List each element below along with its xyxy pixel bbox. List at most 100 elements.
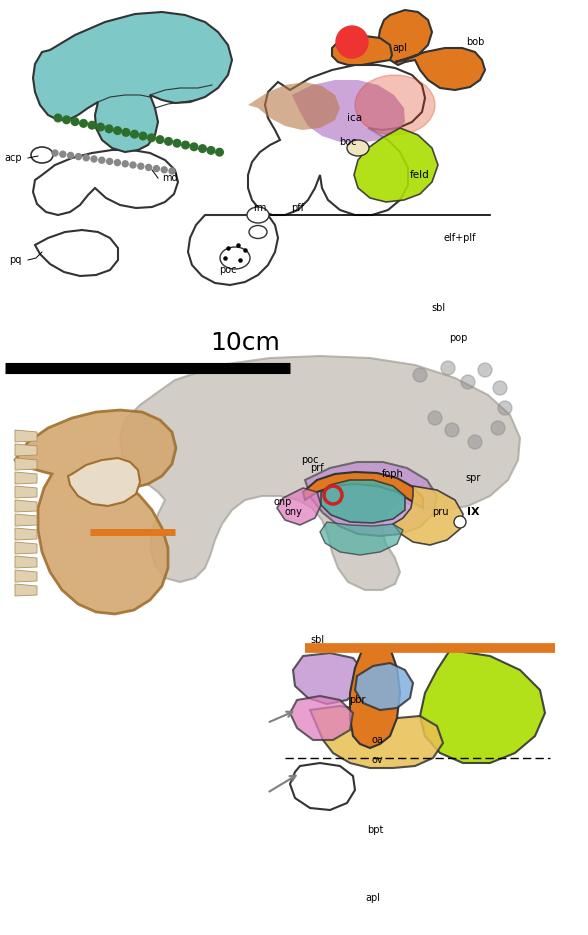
Polygon shape xyxy=(332,36,392,65)
Polygon shape xyxy=(15,528,37,540)
Text: onp: onp xyxy=(274,497,292,507)
Circle shape xyxy=(130,162,136,168)
Circle shape xyxy=(207,147,215,154)
Polygon shape xyxy=(15,500,37,512)
Circle shape xyxy=(96,123,104,131)
Circle shape xyxy=(428,411,442,425)
Circle shape xyxy=(173,139,181,147)
Circle shape xyxy=(461,375,475,389)
Polygon shape xyxy=(15,444,37,456)
Text: pq: pq xyxy=(9,255,22,265)
Circle shape xyxy=(153,165,159,172)
Circle shape xyxy=(413,368,427,382)
Polygon shape xyxy=(420,650,545,763)
Circle shape xyxy=(91,156,97,162)
Text: bob: bob xyxy=(466,37,484,47)
Ellipse shape xyxy=(31,147,53,163)
Polygon shape xyxy=(277,488,321,525)
Polygon shape xyxy=(320,522,403,555)
Text: spr: spr xyxy=(465,473,480,483)
Circle shape xyxy=(105,125,113,133)
Circle shape xyxy=(468,435,482,449)
Text: 10cm: 10cm xyxy=(210,331,280,355)
Polygon shape xyxy=(290,696,353,740)
Circle shape xyxy=(83,155,89,161)
Polygon shape xyxy=(310,706,443,768)
Ellipse shape xyxy=(220,247,250,269)
Text: pop: pop xyxy=(449,333,467,343)
Polygon shape xyxy=(293,653,363,704)
Circle shape xyxy=(54,114,62,122)
Polygon shape xyxy=(35,230,118,276)
Polygon shape xyxy=(33,12,232,152)
Polygon shape xyxy=(15,458,37,470)
Circle shape xyxy=(190,143,198,151)
Point xyxy=(223,240,233,255)
Text: ov: ov xyxy=(371,755,383,765)
Circle shape xyxy=(71,118,79,125)
Circle shape xyxy=(138,164,144,169)
Polygon shape xyxy=(33,150,178,215)
Circle shape xyxy=(182,141,189,149)
Polygon shape xyxy=(290,763,355,810)
Circle shape xyxy=(60,151,66,157)
Polygon shape xyxy=(393,486,463,545)
Circle shape xyxy=(493,381,507,395)
Text: ony: ony xyxy=(284,507,302,517)
Circle shape xyxy=(122,161,128,166)
Circle shape xyxy=(336,26,368,58)
Ellipse shape xyxy=(247,207,269,223)
Text: prf: prf xyxy=(310,463,324,473)
Text: poc: poc xyxy=(219,265,237,275)
Point xyxy=(233,237,243,252)
Polygon shape xyxy=(350,648,400,748)
Text: poc: poc xyxy=(301,455,319,465)
Polygon shape xyxy=(355,663,413,710)
Circle shape xyxy=(115,160,121,165)
Polygon shape xyxy=(378,10,485,90)
Point xyxy=(220,251,230,266)
Text: ica: ica xyxy=(348,113,363,123)
Circle shape xyxy=(169,168,175,174)
Polygon shape xyxy=(15,514,37,526)
Circle shape xyxy=(52,150,58,156)
Polygon shape xyxy=(15,410,176,614)
Text: sbl: sbl xyxy=(431,303,445,313)
Text: sbl: sbl xyxy=(310,635,324,645)
Polygon shape xyxy=(15,486,37,498)
Circle shape xyxy=(113,127,121,135)
Circle shape xyxy=(63,116,71,123)
Circle shape xyxy=(99,157,105,164)
Circle shape xyxy=(478,363,492,377)
Circle shape xyxy=(161,166,167,173)
Circle shape xyxy=(80,120,87,127)
Circle shape xyxy=(146,165,152,170)
Text: md: md xyxy=(162,173,178,183)
Polygon shape xyxy=(305,462,437,536)
Circle shape xyxy=(75,153,81,160)
Text: feld: feld xyxy=(410,170,430,180)
Polygon shape xyxy=(188,215,278,285)
Circle shape xyxy=(445,423,459,437)
Polygon shape xyxy=(15,556,37,568)
Circle shape xyxy=(454,516,466,528)
Polygon shape xyxy=(15,584,37,596)
Point xyxy=(240,242,250,257)
Polygon shape xyxy=(248,82,340,130)
Polygon shape xyxy=(15,542,37,554)
Circle shape xyxy=(122,129,130,137)
Text: oa: oa xyxy=(371,735,383,745)
Circle shape xyxy=(148,134,155,141)
Circle shape xyxy=(106,158,112,165)
Point xyxy=(235,252,245,267)
Circle shape xyxy=(165,137,172,145)
Text: rm: rm xyxy=(253,203,267,213)
Polygon shape xyxy=(321,480,405,523)
Circle shape xyxy=(441,361,455,375)
Polygon shape xyxy=(248,65,425,215)
Circle shape xyxy=(131,130,138,138)
Text: pru: pru xyxy=(432,507,448,517)
Text: elf+plf: elf+plf xyxy=(444,233,476,243)
Text: boc: boc xyxy=(339,137,357,147)
Circle shape xyxy=(88,122,96,129)
